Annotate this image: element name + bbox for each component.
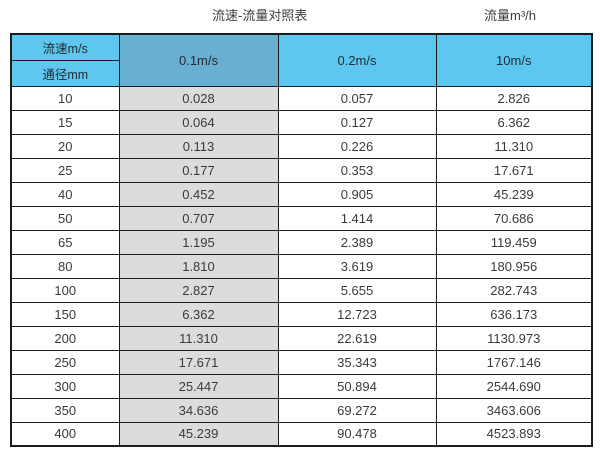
flow-cell-10ms: 11.310: [435, 133, 593, 159]
flow-cell-0p2ms: 0.905: [277, 181, 437, 207]
flow-cell-10ms: 119.459: [435, 229, 593, 255]
flow-cell-0p1ms: 0.452: [118, 181, 279, 207]
flow-cell-0p2ms: 12.723: [277, 301, 437, 327]
diameter-cell: 25: [10, 157, 120, 183]
flow-cell-10ms: 17.671: [435, 157, 593, 183]
column-header-0p1ms: 0.1m/s: [118, 33, 279, 87]
column-header-0p2ms: 0.2m/s: [277, 33, 437, 87]
table-row: 250 17.671 35.343 1767.146: [10, 349, 593, 375]
table-row: 65 1.195 2.389 119.459: [10, 229, 593, 255]
flow-cell-0p1ms: 0.113: [118, 133, 279, 159]
diameter-cell: 250: [10, 349, 120, 375]
flow-cell-0p2ms: 22.619: [277, 325, 437, 351]
diameter-cell: 65: [10, 229, 120, 255]
table-row: 10 0.028 0.057 2.826: [10, 85, 593, 111]
titlebar: 流速-流量对照表 流量m³/h: [0, 0, 600, 33]
table-row: 50 0.707 1.414 70.686: [10, 205, 593, 231]
flow-cell-0p2ms: 0.226: [277, 133, 437, 159]
flow-cell-10ms: 4523.893: [435, 421, 593, 447]
table-row: 80 1.810 3.619 180.956: [10, 253, 593, 279]
flow-cell-0p1ms: 0.177: [118, 157, 279, 183]
table-body: 10 0.028 0.057 2.826 15 0.064 0.127 6.36…: [10, 85, 593, 447]
corner-velocity-label: 流速m/s: [10, 33, 120, 61]
diameter-cell: 10: [10, 85, 120, 111]
flow-cell-0p2ms: 0.127: [277, 109, 437, 135]
diameter-cell: 100: [10, 277, 120, 303]
table-row: 100 2.827 5.655 282.743: [10, 277, 593, 303]
flow-cell-10ms: 636.173: [435, 301, 593, 327]
table-row: 350 34.636 69.272 3463.606: [10, 397, 593, 423]
flow-cell-0p2ms: 69.272: [277, 397, 437, 423]
flow-cell-0p2ms: 90.478: [277, 421, 437, 447]
table-row: 15 0.064 0.127 6.362: [10, 109, 593, 135]
flow-cell-0p1ms: 6.362: [118, 301, 279, 327]
flow-cell-0p2ms: 35.343: [277, 349, 437, 375]
header-row-bottom: 通径mm: [10, 59, 592, 87]
table-row: 200 11.310 22.619 1130.973: [10, 325, 593, 351]
diameter-cell: 200: [10, 325, 120, 351]
flow-cell-10ms: 6.362: [435, 109, 593, 135]
flow-cell-0p1ms: 2.827: [118, 277, 279, 303]
diameter-cell: 300: [10, 373, 120, 399]
flow-cell-0p1ms: 0.064: [118, 109, 279, 135]
diameter-cell: 15: [10, 109, 120, 135]
flow-cell-10ms: 1130.973: [435, 325, 593, 351]
flow-cell-10ms: 70.686: [435, 205, 593, 231]
diameter-cell: 40: [10, 181, 120, 207]
table-row: 150 6.362 12.723 636.173: [10, 301, 593, 327]
table-row: 300 25.447 50.894 2544.690: [10, 373, 593, 399]
flow-cell-0p1ms: 1.810: [118, 253, 279, 279]
flow-cell-0p2ms: 5.655: [277, 277, 437, 303]
flow-cell-0p2ms: 1.414: [277, 205, 437, 231]
diameter-cell: 50: [10, 205, 120, 231]
flow-cell-0p1ms: 25.447: [118, 373, 279, 399]
table-row: 25 0.177 0.353 17.671: [10, 157, 593, 183]
flow-cell-10ms: 3463.606: [435, 397, 593, 423]
unit-label: 流量m³/h: [484, 8, 537, 23]
table-row: 20 0.113 0.226 11.310: [10, 133, 593, 159]
flow-cell-0p1ms: 1.195: [118, 229, 279, 255]
flow-cell-10ms: 282.743: [435, 277, 593, 303]
column-header-10ms: 10m/s: [435, 33, 593, 87]
flow-cell-0p2ms: 2.389: [277, 229, 437, 255]
flow-cell-0p1ms: 17.671: [118, 349, 279, 375]
table-row: 40 0.452 0.905 45.239: [10, 181, 593, 207]
diameter-cell: 80: [10, 253, 120, 279]
flow-cell-0p2ms: 3.619: [277, 253, 437, 279]
table-header: 流速m/s 0.1m/s 0.2m/s 10m/s 通径mm: [10, 33, 593, 87]
diameter-cell: 350: [10, 397, 120, 423]
flow-cell-10ms: 45.239: [435, 181, 593, 207]
flow-cell-10ms: 1767.146: [435, 349, 593, 375]
flow-cell-0p2ms: 0.353: [277, 157, 437, 183]
flow-cell-0p1ms: 45.239: [118, 421, 279, 447]
flow-rate-table: 流速m/s 0.1m/s 0.2m/s 10m/s 通径mm 10 0.028 …: [10, 33, 593, 447]
page-title: 流速-流量对照表: [212, 8, 308, 23]
table-row: 400 45.239 90.478 4523.893: [10, 421, 593, 447]
flow-cell-0p2ms: 0.057: [277, 85, 437, 111]
header-row-top: 流速m/s 0.1m/s 0.2m/s 10m/s: [10, 33, 593, 87]
flow-cell-0p1ms: 11.310: [118, 325, 279, 351]
flow-cell-0p1ms: 0.707: [118, 205, 279, 231]
flow-cell-0p2ms: 50.894: [277, 373, 437, 399]
corner-diameter-label: 通径mm: [10, 59, 120, 87]
flow-cell-0p1ms: 0.028: [118, 85, 279, 111]
flow-cell-10ms: 2.826: [435, 85, 593, 111]
flow-cell-10ms: 180.956: [435, 253, 593, 279]
diameter-cell: 150: [10, 301, 120, 327]
diameter-cell: 400: [10, 421, 120, 447]
flow-cell-10ms: 2544.690: [435, 373, 593, 399]
diameter-cell: 20: [10, 133, 120, 159]
flow-cell-0p1ms: 34.636: [118, 397, 279, 423]
